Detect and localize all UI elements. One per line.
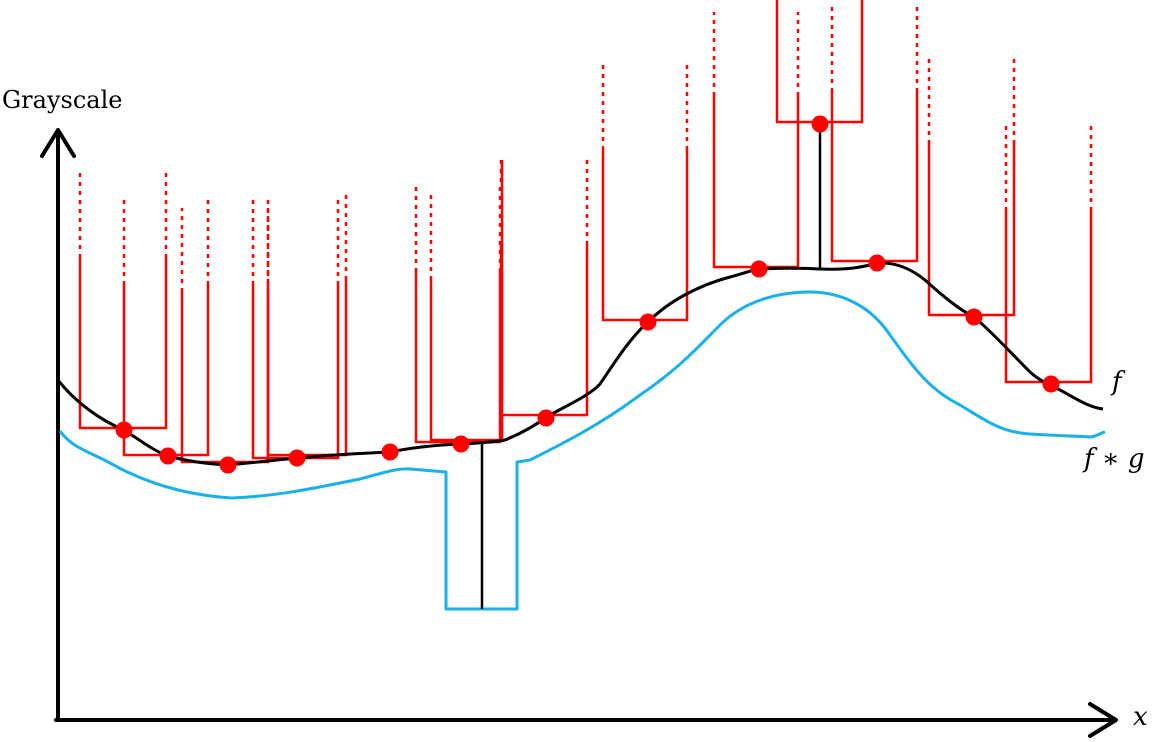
structuring-element-7 xyxy=(429,160,504,442)
structuring-element-outline xyxy=(601,150,689,322)
structuring-element-3 xyxy=(180,200,270,464)
structuring-element-outline xyxy=(429,160,504,442)
curve-f-conv-g xyxy=(58,290,1106,611)
structuring-element-10 xyxy=(712,12,800,269)
structuring-element-11 xyxy=(775,0,864,124)
structuring-element-13 xyxy=(927,56,1016,317)
structuring-element-5 xyxy=(266,195,348,457)
curve-fg-label: f ∗ g xyxy=(1082,444,1144,474)
structuring-element-outline xyxy=(775,0,864,124)
structuring-element-14 xyxy=(1004,126,1093,384)
contact-point xyxy=(639,313,657,331)
y-axis-label: Grayscale xyxy=(2,86,122,114)
structuring-element-outline xyxy=(251,285,340,460)
structuring-element-9 xyxy=(601,62,689,322)
contact-point xyxy=(288,449,306,467)
curve-f-label: f xyxy=(1110,367,1126,397)
contact-point xyxy=(219,456,237,474)
contact-point xyxy=(750,260,768,278)
structuring-element-outline xyxy=(927,144,1016,317)
contact-point xyxy=(115,421,133,439)
structuring-element-outline xyxy=(830,92,919,263)
x-axis-label: x xyxy=(1133,702,1148,732)
contact-point xyxy=(159,447,177,465)
contact-points xyxy=(115,115,1060,474)
contact-point xyxy=(965,308,983,326)
structuring-element-8 xyxy=(499,160,589,417)
structuring-element-6 xyxy=(414,186,502,444)
structuring-element-outline xyxy=(414,272,502,444)
structuring-element-outline xyxy=(266,280,348,457)
structuring-element-outline xyxy=(499,245,589,417)
contact-point xyxy=(452,435,470,453)
structuring-element-outline xyxy=(180,285,270,464)
structuring-element-outline xyxy=(1004,211,1093,384)
structuring-element-4 xyxy=(251,200,340,460)
x-axis-arrowhead xyxy=(1088,702,1118,738)
structuring-element-12 xyxy=(830,5,919,263)
contact-point xyxy=(537,409,555,427)
y-axis-arrowhead xyxy=(40,128,76,158)
contact-point xyxy=(381,443,399,461)
contact-point xyxy=(1042,375,1060,393)
contact-point xyxy=(868,254,886,272)
axes xyxy=(40,128,1118,738)
contact-point xyxy=(811,115,829,133)
